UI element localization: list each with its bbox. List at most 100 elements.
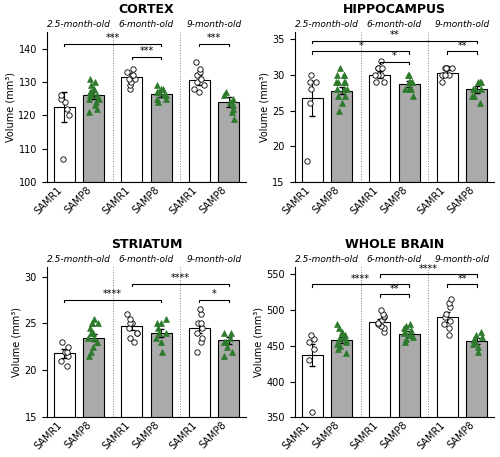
Point bbox=[306, 78, 314, 85]
Point bbox=[341, 331, 349, 339]
Y-axis label: Volume (mm³): Volume (mm³) bbox=[254, 307, 264, 377]
Point bbox=[56, 92, 64, 99]
Point bbox=[64, 362, 72, 369]
Point bbox=[377, 322, 385, 329]
Bar bbox=[83, 338, 104, 417]
Point bbox=[310, 346, 318, 353]
Point bbox=[445, 324, 453, 332]
Point bbox=[157, 339, 165, 346]
Point bbox=[380, 78, 388, 85]
Title: HIPPOCAMPUS: HIPPOCAMPUS bbox=[343, 3, 446, 16]
Title: WHOLE BRAIN: WHOLE BRAIN bbox=[345, 238, 444, 251]
Point bbox=[131, 75, 139, 82]
Text: 2.5-month-old: 2.5-month-old bbox=[47, 255, 111, 264]
Bar bbox=[54, 354, 75, 417]
Point bbox=[474, 78, 482, 85]
Point bbox=[334, 341, 342, 348]
Point bbox=[445, 299, 453, 307]
Point bbox=[402, 322, 409, 329]
Point bbox=[442, 64, 450, 71]
Point bbox=[86, 329, 94, 336]
Point bbox=[162, 329, 170, 336]
Point bbox=[226, 98, 234, 106]
Text: 2.5-month-old: 2.5-month-old bbox=[295, 20, 359, 29]
Point bbox=[340, 71, 348, 79]
Point bbox=[153, 82, 161, 89]
Point bbox=[197, 339, 205, 346]
Point bbox=[156, 85, 164, 92]
Point bbox=[58, 339, 66, 346]
Bar bbox=[398, 84, 420, 182]
Point bbox=[440, 314, 448, 321]
Point bbox=[410, 334, 418, 341]
Text: ****: **** bbox=[419, 264, 438, 274]
Point bbox=[334, 93, 342, 100]
Title: STRIATUM: STRIATUM bbox=[111, 238, 182, 251]
Point bbox=[200, 82, 208, 89]
Point bbox=[123, 310, 131, 318]
Text: **: ** bbox=[458, 41, 467, 51]
Point bbox=[470, 335, 478, 342]
Point bbox=[371, 71, 379, 79]
Point bbox=[132, 329, 140, 336]
Point bbox=[377, 71, 385, 79]
Point bbox=[93, 339, 101, 346]
Point bbox=[228, 108, 235, 116]
Point bbox=[160, 92, 168, 99]
Point bbox=[340, 71, 348, 79]
Point bbox=[128, 72, 136, 79]
Point bbox=[193, 78, 201, 85]
Point bbox=[60, 348, 68, 355]
Point bbox=[408, 78, 416, 85]
Text: **: ** bbox=[458, 274, 467, 284]
Point bbox=[220, 353, 228, 360]
Point bbox=[438, 71, 446, 79]
Bar bbox=[331, 340, 352, 417]
Point bbox=[401, 328, 409, 335]
Point bbox=[310, 335, 318, 342]
Point bbox=[444, 64, 452, 71]
Point bbox=[91, 78, 99, 85]
Point bbox=[478, 334, 486, 341]
Point bbox=[446, 303, 454, 310]
Point bbox=[340, 334, 347, 341]
Point bbox=[64, 343, 72, 351]
Text: ****: **** bbox=[351, 274, 370, 284]
Point bbox=[86, 348, 94, 355]
Point bbox=[230, 95, 237, 102]
Point bbox=[405, 78, 413, 85]
Point bbox=[446, 317, 454, 324]
Point bbox=[220, 339, 228, 346]
Bar bbox=[189, 80, 210, 182]
Point bbox=[378, 316, 386, 324]
Point bbox=[374, 321, 382, 328]
Text: *: * bbox=[392, 51, 397, 61]
Point bbox=[380, 314, 388, 321]
Point bbox=[230, 105, 237, 112]
Text: 2.5-month-old: 2.5-month-old bbox=[295, 255, 359, 264]
Bar bbox=[150, 333, 172, 417]
Point bbox=[402, 335, 409, 342]
Bar bbox=[466, 89, 487, 182]
Point bbox=[442, 310, 450, 317]
Point bbox=[90, 102, 98, 109]
Point bbox=[448, 64, 456, 71]
Point bbox=[307, 85, 315, 93]
Point bbox=[342, 339, 350, 346]
Bar bbox=[331, 90, 352, 182]
Point bbox=[380, 324, 388, 332]
Point bbox=[222, 88, 230, 96]
Y-axis label: Volume (mm³): Volume (mm³) bbox=[12, 307, 22, 377]
Point bbox=[304, 157, 312, 165]
Point bbox=[59, 155, 67, 162]
Bar bbox=[466, 341, 487, 417]
Point bbox=[407, 326, 415, 334]
Point bbox=[372, 78, 380, 85]
Point bbox=[469, 85, 477, 93]
Bar bbox=[437, 73, 458, 182]
Title: CORTEX: CORTEX bbox=[118, 3, 174, 16]
Point bbox=[401, 85, 409, 93]
Point bbox=[84, 334, 92, 341]
Text: 6-month-old: 6-month-old bbox=[119, 20, 174, 29]
Point bbox=[126, 85, 134, 92]
